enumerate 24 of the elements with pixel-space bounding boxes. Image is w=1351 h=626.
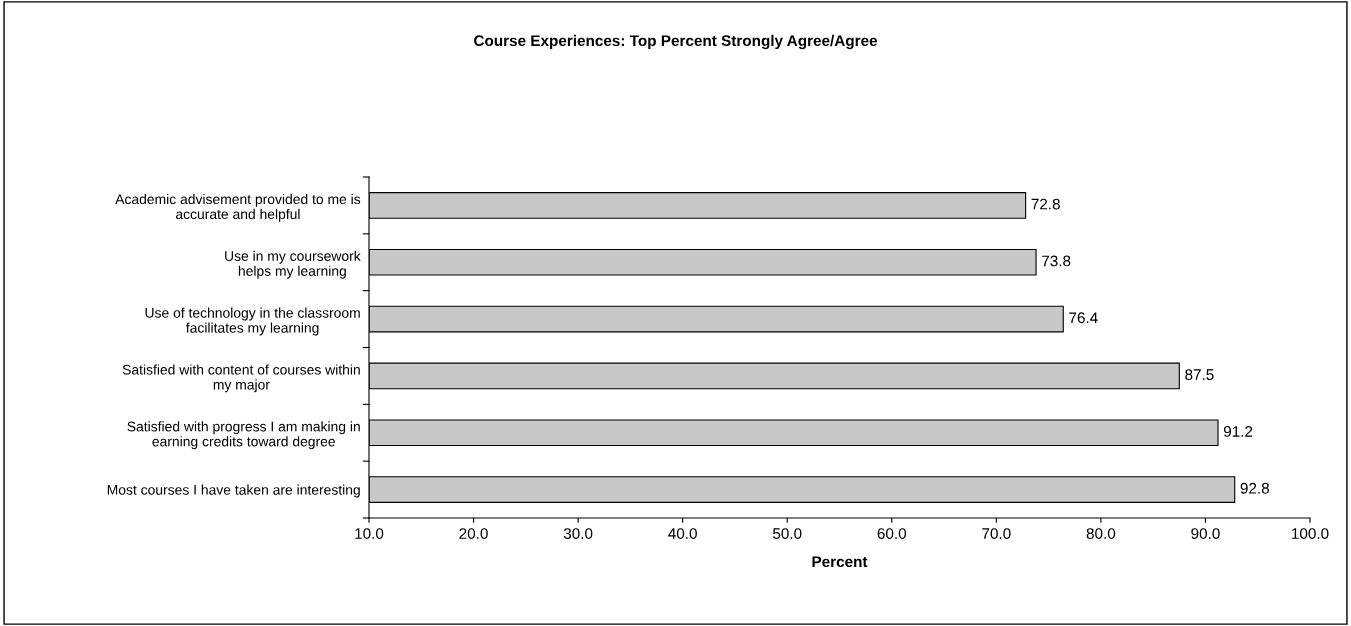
y-tick-label: Use in my coursework helps my learning <box>225 250 361 279</box>
data-label: 73.8 <box>1042 255 1071 267</box>
x-tick-label: 10.0 <box>355 528 384 539</box>
chart-title: Course Experiences: Top Percent Strongly Agree/Agree <box>474 34 878 50</box>
data-label: 72.8 <box>1031 198 1060 210</box>
x-tick-label: 80.0 <box>1086 528 1116 539</box>
x-tick-label: 70.0 <box>982 528 1011 539</box>
y-tick-label: Academic advisement provided to me is accurate and helpful <box>115 193 361 222</box>
x-tick-label: 50.0 <box>772 528 802 539</box>
x-tick-label: 90.0 <box>1191 528 1220 539</box>
data-label: 91.2 <box>1223 426 1253 437</box>
x-tick-label: 60.0 <box>877 528 907 539</box>
x-tick-label: 30.0 <box>563 528 593 539</box>
x-tick-label: 40.0 <box>668 528 697 539</box>
y-tick-label: Use of technology in the classroom facilitates my learning <box>145 307 360 336</box>
data-label: 92.8 <box>1240 482 1270 494</box>
data-label: 87.5 <box>1185 369 1214 381</box>
x-axis-title: Percent <box>812 556 868 568</box>
y-tick-label: Satisfied with content of courses within my major <box>122 364 360 393</box>
y-tick-label: Satisfied with progress I am making in earning credits toward degree <box>127 421 360 450</box>
x-tick-label: 100.0 <box>1292 528 1329 539</box>
y-tick-label: Most courses I have taken are interesting <box>107 484 360 498</box>
x-tick-label: 20.0 <box>459 528 488 539</box>
data-label: 76.4 <box>1069 312 1098 324</box>
